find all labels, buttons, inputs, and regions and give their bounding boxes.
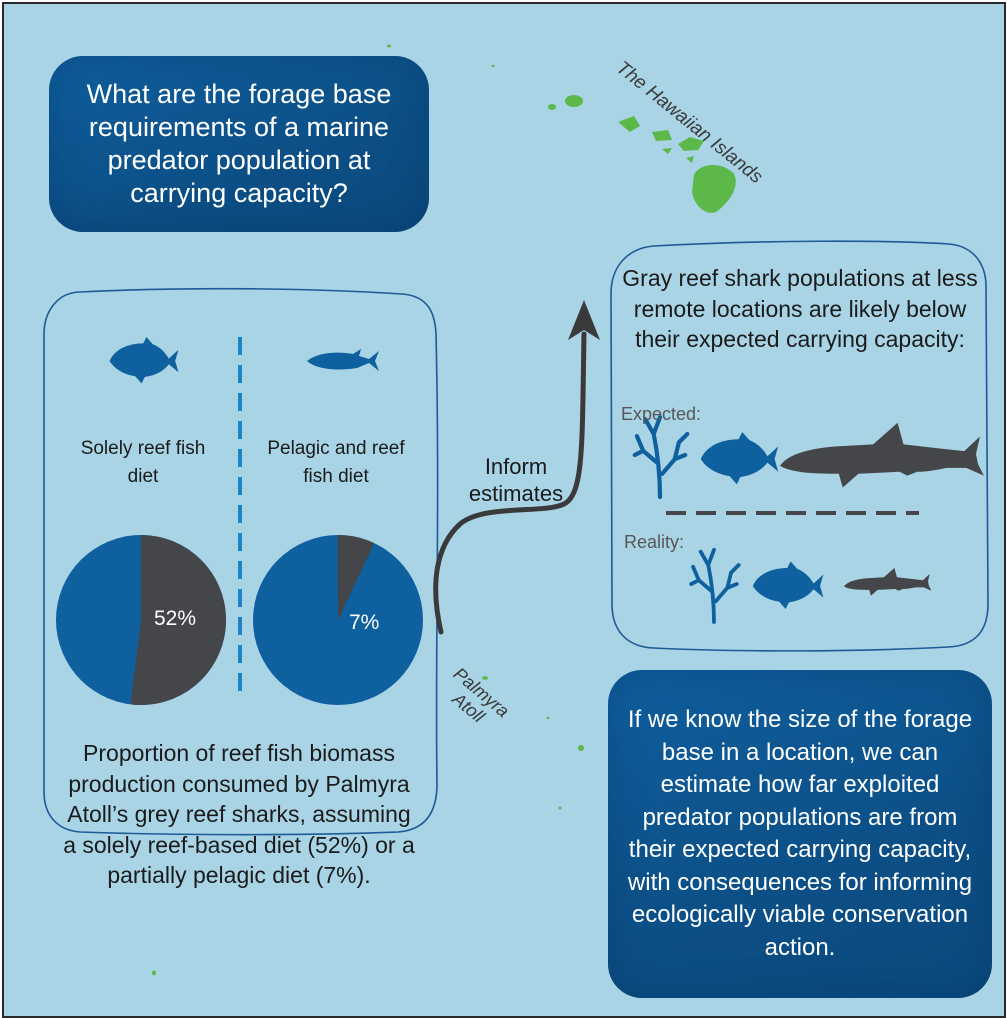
pie-slice-consumed [130,535,226,705]
reality-label: Reality: [624,532,685,552]
inform-estimates-label: Inform estimates [468,454,564,506]
hawaiian-islands [548,95,736,213]
solely-reef-diet-label: Solely reef fish diet [80,438,206,487]
conclusion-text: If we know the size of the forage base i… [627,706,973,961]
expected-label: Expected: [621,404,702,424]
comparison-title: Gray reef shark populations at less remo… [622,265,978,352]
question-text: What are the forage base requirements of… [86,79,392,208]
shark-icon [780,422,984,488]
inform-arrow [433,300,600,635]
graphics-layer [43,44,989,976]
scattered-islands [152,44,584,976]
pelagic-reef-diet-label: Pelagic and reef fish diet [267,438,405,487]
comparison-panel-outline [610,240,989,652]
reef-fish-icon [109,337,179,384]
conclusion-box: If we know the size of the forage base i… [608,670,992,998]
pie-chart-solely-reef [56,535,226,705]
reef-fish-icon [752,561,824,609]
pie-slice-consumed [338,535,375,620]
pelagic-fish-icon [307,349,379,371]
coral-icon [635,417,688,497]
pie-right-data-label: 7% [349,611,380,634]
shark-icon [844,568,932,596]
question-box: What are the forage base requirements of… [49,56,429,232]
reef-fish-icon [700,432,779,485]
pie-left-data-label: 52% [154,607,197,630]
coral-icon [689,547,741,624]
proportion-caption: Proportion of reef fish biomass producti… [63,740,415,888]
pie-chart-pelagic-reef [253,535,423,705]
diet-panel-outline [43,287,439,836]
